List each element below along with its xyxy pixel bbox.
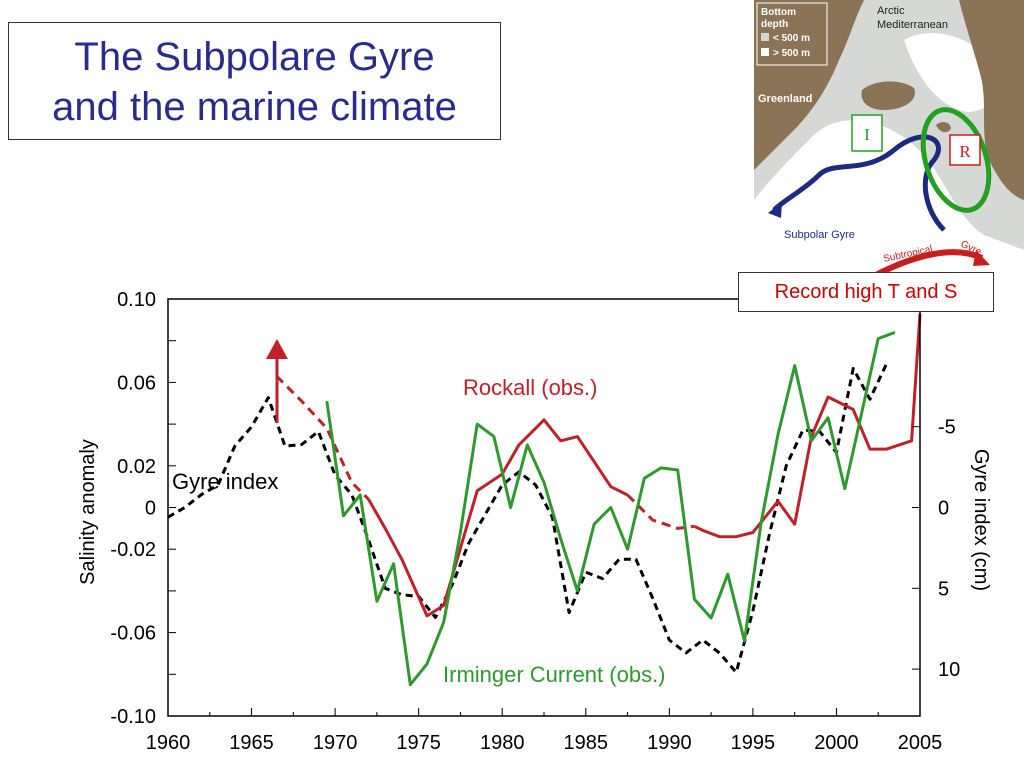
annotation-arrowhead xyxy=(266,339,288,359)
y2-tick-label-2: 5 xyxy=(938,578,949,600)
map-label-subpolar: Subpolar Gyre xyxy=(784,229,855,241)
map-deep-ocean xyxy=(754,120,1024,276)
map-legend-deep: > 500 m xyxy=(773,48,810,59)
y2-tick-label-1: 0 xyxy=(938,498,949,520)
irminger-box xyxy=(851,114,883,152)
chart-y-axis-label: Salinity anomaly xyxy=(77,439,99,585)
y-tick-label-0: 0.10 xyxy=(117,289,156,311)
chart-plot-frame xyxy=(167,298,921,717)
map-label-arctic-2: Mediterranean xyxy=(877,19,948,31)
map-legend-shallow: < 500 m xyxy=(773,33,810,44)
series-rockall-segment-1 xyxy=(367,418,629,618)
chart-marks xyxy=(167,313,922,687)
chart-axes: 1960 1965 1970 1975 1980 1985 1990 1995 2000 2005… xyxy=(110,289,960,754)
series-rockall-segment-3 xyxy=(693,313,922,539)
map-legend-swatch-shallow xyxy=(761,33,769,41)
series-rockall-segment-0 xyxy=(275,375,370,501)
series-rockall-segment-2 xyxy=(626,493,695,530)
y-tick-label-2: 0.02 xyxy=(117,456,156,478)
series-gyre-index-line xyxy=(167,363,888,674)
x-tick-label-1975: 1975 xyxy=(396,732,441,754)
y2-tick-label-0: -5 xyxy=(938,417,956,439)
map-legend-title-2: depth xyxy=(761,19,788,30)
map-legend-swatch-deep xyxy=(761,48,769,56)
y2-tick-label-3: 10 xyxy=(938,659,960,681)
x-tick-label-1995: 1995 xyxy=(731,732,776,754)
x-tick-label-1990: 1990 xyxy=(647,732,692,754)
x-tick-label-1960: 1960 xyxy=(146,732,191,754)
gyre-map: Bottom depth < 500 m > 500 m Arctic Medi… xyxy=(754,0,1024,276)
rockall-region-ellipse xyxy=(920,107,992,213)
x-tick-label-1985: 1985 xyxy=(564,732,609,754)
x-tick-label-2005: 2005 xyxy=(898,732,943,754)
y-tick-label-6: -0.10 xyxy=(110,706,156,728)
annotation-irminger: Irminger Current (obs.) xyxy=(443,662,666,687)
x-tick-label-1980: 1980 xyxy=(480,732,525,754)
y-tick-label-3: 0 xyxy=(145,498,156,520)
subpolar-gyre-arrow xyxy=(772,134,946,232)
x-tick-label-1965: 1965 xyxy=(229,732,274,754)
rockall-box xyxy=(949,134,981,166)
map-land-iceland xyxy=(861,81,915,110)
subtropical-gyre-arrowhead xyxy=(973,250,990,266)
x-tick-label-1970: 1970 xyxy=(313,732,358,754)
slide-title-line-1: The Subpolare Gyre xyxy=(74,35,435,79)
subpolar-gyre-arrowhead xyxy=(768,202,782,218)
annotation-gyre-index: Gyre index xyxy=(172,469,278,494)
slide-title-line-2: and the marine climate xyxy=(52,85,457,129)
rockall-box-label: R xyxy=(959,142,971,161)
record-high-callout: Record high T and S xyxy=(738,272,994,312)
series-irminger-line xyxy=(325,330,896,687)
map-label-greenland: Greenland xyxy=(758,93,812,105)
annotation-rockall: Rockall (obs.) xyxy=(463,375,597,400)
map-land-scandinavia xyxy=(959,0,1024,200)
map-land-faroe xyxy=(936,122,951,133)
y-tick-label-4: -0.02 xyxy=(110,539,156,561)
x-tick-label-2000: 2000 xyxy=(814,732,859,754)
y-tick-label-1: 0.06 xyxy=(117,372,156,394)
map-deep-ocean-north xyxy=(904,32,997,112)
irminger-box-label: I xyxy=(864,125,870,144)
subtropical-gyre-arrow xyxy=(872,249,984,276)
title-box: The Subpolare Gyre and the marine climat… xyxy=(8,22,501,140)
map-label-arctic-1: Arctic xyxy=(877,5,905,17)
y-tick-label-5: -0.06 xyxy=(110,623,156,645)
map-legend-title-1: Bottom xyxy=(761,7,796,18)
chart-y2-axis-label: Gyre index (cm) xyxy=(970,449,992,591)
